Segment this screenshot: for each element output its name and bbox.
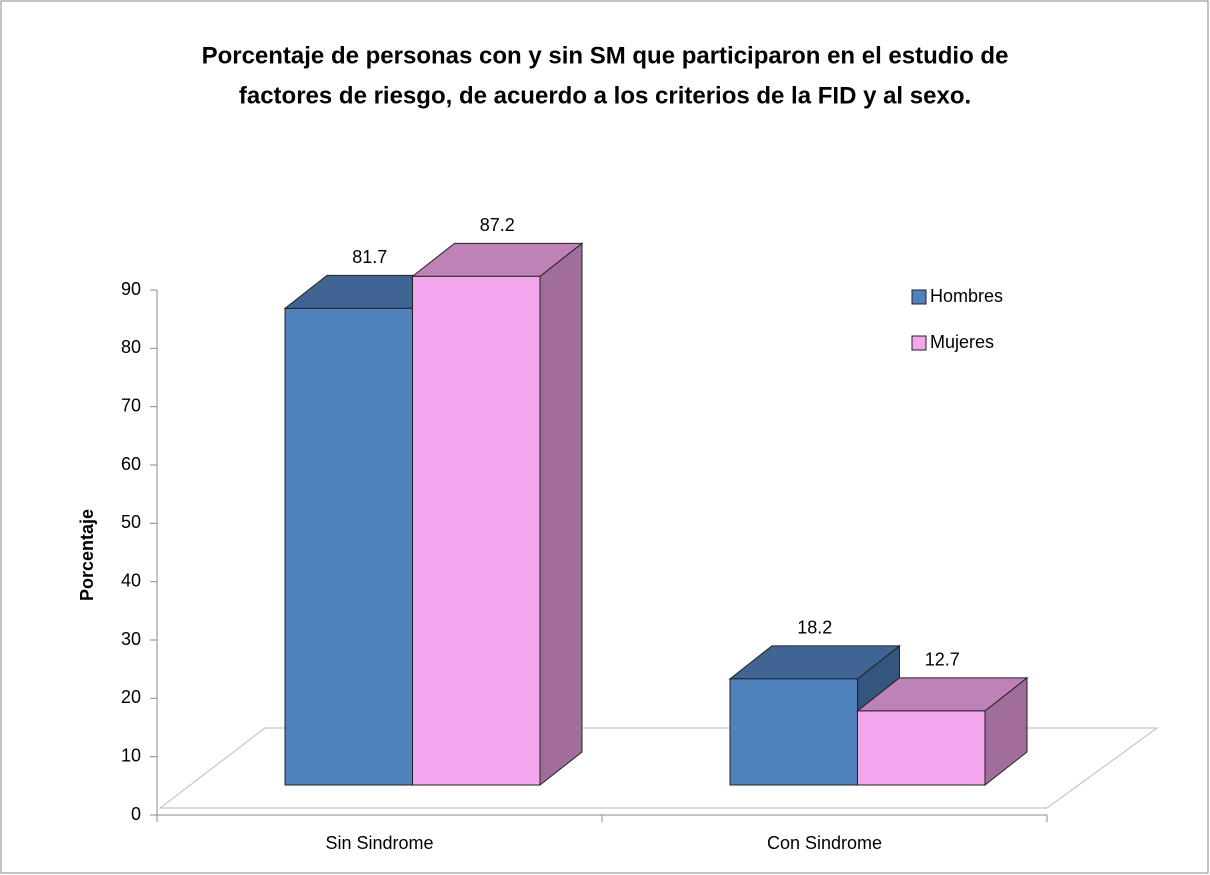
legend-label: Hombres xyxy=(930,286,1003,306)
chart-title: Porcentaje de personas con y sin SM que … xyxy=(202,42,1009,69)
legend-label: Mujeres xyxy=(930,332,994,352)
data-label: 18.2 xyxy=(797,618,832,638)
y-tick-label: 40 xyxy=(121,570,141,590)
x-tick-label: Sin Sindrome xyxy=(325,833,433,853)
bar-side xyxy=(539,242,583,787)
y-tick-label: 10 xyxy=(121,745,141,765)
bar xyxy=(412,275,541,786)
floor xyxy=(158,727,1159,809)
y-tick-label: 80 xyxy=(121,337,141,357)
bar xyxy=(857,710,986,786)
bar xyxy=(284,307,413,786)
chart-title: factores de riesgo, de acuerdo a los cri… xyxy=(239,82,971,109)
y-tick-label: 60 xyxy=(121,454,141,474)
y-tick-label: 20 xyxy=(121,687,141,707)
x-tick-label: Con Sindrome xyxy=(767,833,882,853)
data-label: 12.7 xyxy=(925,650,960,670)
y-tick-label: 70 xyxy=(121,395,141,415)
legend-swatch xyxy=(911,289,927,305)
y-tick-label: 30 xyxy=(121,629,141,649)
data-label: 81.7 xyxy=(352,247,387,267)
bar xyxy=(729,678,858,786)
y-axis-label: Porcentaje xyxy=(77,509,97,601)
y-tick-label: 0 xyxy=(131,804,141,824)
y-tick-label: 50 xyxy=(121,512,141,532)
legend-swatch xyxy=(911,335,927,351)
y-tick-label: 90 xyxy=(121,279,141,299)
data-label: 87.2 xyxy=(480,215,515,235)
